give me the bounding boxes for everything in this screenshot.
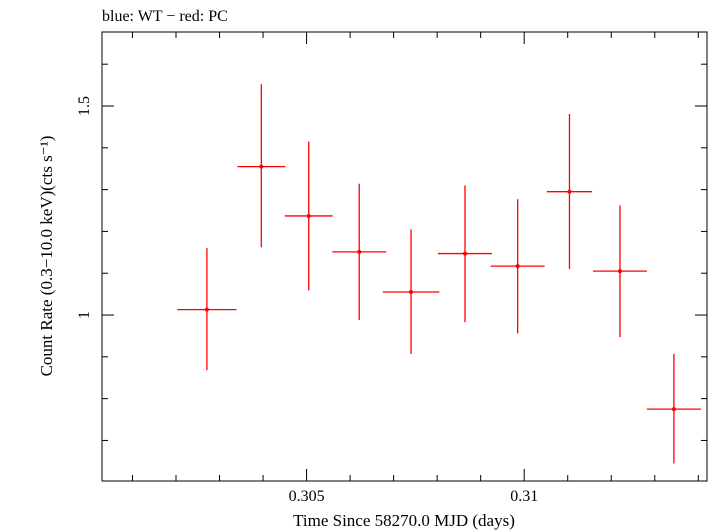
point-marker — [617, 269, 622, 274]
data-point — [332, 183, 387, 321]
data-point — [490, 199, 545, 334]
data-point — [546, 113, 593, 270]
point-marker — [409, 290, 414, 295]
chart-title: blue: WT − red: PC — [102, 8, 228, 25]
data-point — [284, 141, 333, 291]
plot-frame — [101, 31, 708, 482]
y-axis-label: Count Rate (0.3−10.0 keV)(cts s⁻¹) — [37, 136, 56, 377]
y-tick-label: 1 — [76, 311, 93, 319]
point-marker — [204, 307, 209, 312]
point-marker — [306, 213, 311, 218]
axis-ticks — [102, 32, 707, 481]
x-tick-label: 0.31 — [510, 488, 538, 505]
data-point — [592, 205, 647, 338]
data-point — [438, 185, 492, 323]
data-point — [382, 229, 440, 354]
x-axis-label: Time Since 58270.0 MJD (days) — [293, 511, 515, 530]
point-marker — [567, 189, 572, 194]
point-marker — [259, 164, 264, 169]
data-point — [646, 353, 701, 464]
point-marker — [671, 407, 676, 412]
y-tick-label: 1.5 — [76, 96, 93, 116]
point-marker — [463, 251, 467, 256]
data-point — [237, 84, 286, 248]
point-marker — [357, 249, 362, 254]
point-marker — [515, 264, 520, 269]
data-points — [177, 84, 701, 464]
x-tick-label: 0.305 — [289, 488, 325, 505]
data-point — [177, 248, 237, 371]
